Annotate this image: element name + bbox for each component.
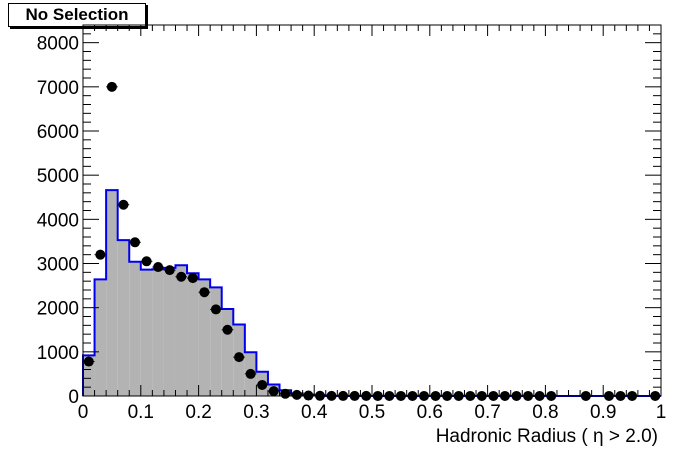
histogram-bar: [198, 279, 211, 396]
chart-title-box: No Selection: [8, 3, 146, 27]
data-point: [163, 265, 176, 276]
data-point: [187, 273, 199, 284]
histogram-layer: [82, 189, 661, 397]
data-point: [175, 271, 188, 282]
histogram-bar: [175, 265, 188, 396]
histogram-bar: [83, 355, 95, 396]
data-point: [129, 237, 141, 248]
x-tick-label: 0.2: [185, 402, 211, 423]
histogram-bar: [129, 261, 141, 396]
data-point: [221, 324, 234, 335]
histogram-bar: [152, 269, 164, 396]
y-tick-label: 8000: [37, 34, 79, 55]
y-tick-label: 1000: [37, 343, 79, 364]
histogram-bar: [163, 267, 176, 396]
data-point: [117, 199, 130, 210]
data-point: [152, 262, 164, 273]
data-point: [267, 386, 280, 397]
y-tick-label: 2000: [37, 299, 79, 320]
x-tick-label: 0.4: [301, 402, 328, 423]
histogram-bar: [106, 190, 118, 396]
histogram-bar: [117, 240, 130, 396]
histogram-bar: [221, 308, 234, 396]
x-tick-label: 0.5: [359, 402, 385, 423]
data-point: [140, 256, 153, 267]
histogram-bar: [187, 273, 199, 396]
y-tick-label: 5000: [37, 166, 79, 187]
x-tick-label: 0: [78, 402, 89, 423]
x-tick-label: 0.8: [532, 402, 558, 423]
data-point: [244, 368, 257, 379]
x-tick-label: 0.7: [474, 402, 500, 423]
x-tick-label: 0.3: [243, 402, 269, 423]
data-point: [210, 304, 222, 315]
data-point: [106, 81, 118, 92]
x-tick-label: 0.9: [590, 402, 616, 423]
histogram-bar: [94, 279, 107, 396]
x-tick-label: 0.1: [128, 402, 154, 423]
data-point: [256, 379, 268, 390]
data-point: [198, 287, 211, 298]
data-point: [83, 356, 95, 367]
x-axis-label: Hadronic Radius ( η > 2.0): [436, 426, 658, 447]
y-tick-label: 3000: [37, 255, 79, 276]
data-point: [233, 352, 245, 363]
data-point: [94, 249, 107, 260]
y-tick-label: 7000: [37, 78, 79, 99]
x-tick-label: 0.6: [417, 402, 443, 423]
y-tick-label: 0: [68, 387, 79, 408]
histogram-bar: [140, 269, 153, 396]
y-tick-label: 6000: [37, 122, 79, 143]
x-tick-label: 1: [656, 402, 667, 423]
data-point: [291, 389, 303, 400]
histogram-bar: [210, 287, 222, 396]
axes-layer: 0 0.1 0.2 0.3 0.4 0.5 0.6 0.7 0.8 0.9 1 0 1000 2000 30…: [37, 24, 667, 423]
y-tick-label: 4000: [37, 210, 79, 231]
